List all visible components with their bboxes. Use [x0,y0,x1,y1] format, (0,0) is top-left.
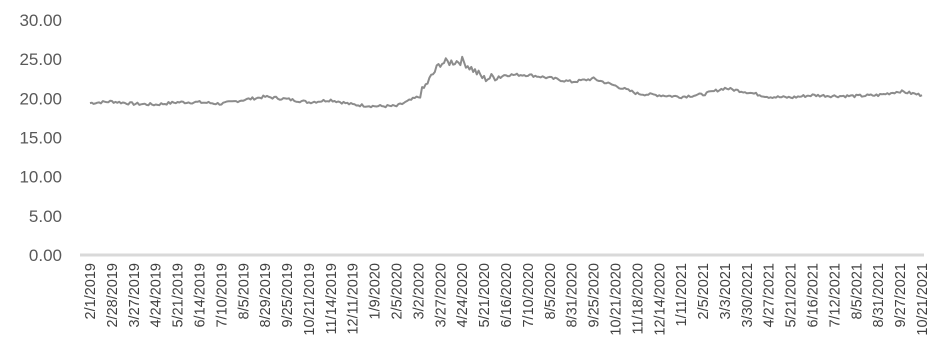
x-tick-label-16: 3/27/2020 [433,263,449,328]
x-tick-label-11: 11/14/2019 [324,263,340,335]
x-tick-label-6: 7/10/2019 [214,263,230,328]
x-tick-label-26: 12/14/2020 [652,263,668,336]
y-tick-label-3: 15.00 [19,129,62,148]
x-tick-label-2: 3/27/2019 [127,263,143,328]
x-axis: 2/1/2019 2/28/2019 3/27/2019 4/24/2019 5/21/… [80,253,931,336]
series-group [89,55,923,109]
x-tick-label-13: 1/9/2020 [368,263,384,319]
series-line [89,55,923,109]
x-tick-label-14: 2/5/2020 [390,263,406,319]
x-tick-label-4: 5/21/2019 [171,263,187,328]
x-tick-label-10: 10/21/2019 [302,263,318,336]
x-tick-label-34: 7/12/2021 [827,263,843,328]
x-tick-label-20: 7/10/2020 [521,263,537,328]
x-tick-label-24: 10/21/2020 [608,263,624,336]
y-tick-label-6: 30.00 [19,11,62,30]
y-tick-label-4: 20.00 [19,89,62,108]
y-axis: 0.00 5.00 10.00 15.00 20.00 25.00 30.00 [19,11,62,265]
x-tick-label-29: 3/3/2021 [718,263,734,319]
x-tick-label-15: 3/2/2020 [411,263,427,319]
y-tick-label-0: 0.00 [29,246,62,265]
x-tick-label-9: 9/25/2019 [280,263,296,328]
x-tick-label-12: 12/11/2019 [346,263,362,335]
y-tick-label-2: 10.00 [19,168,62,187]
x-tick-label-8: 8/29/2019 [258,263,274,328]
x-tick-label-22: 8/31/2020 [565,263,581,328]
x-tick-label-25: 11/18/2020 [630,263,646,335]
x-tick-label-35: 8/5/2021 [849,263,865,319]
x-tick-label-5: 6/14/2019 [192,263,208,328]
x-tick-label-32: 5/21/2021 [784,263,800,328]
x-tick-label-0: 2/1/2019 [83,263,99,319]
x-tick-label-17: 4/24/2020 [455,263,471,328]
y-tick-label-1: 5.00 [29,207,62,226]
x-tick-label-36: 8/31/2021 [871,263,887,328]
x-tick-label-19: 6/16/2020 [499,263,515,328]
x-tick-label-31: 4/27/2021 [762,263,778,328]
x-tick-label-33: 6/16/2021 [806,263,822,328]
x-tick-label-37: 9/27/2021 [893,263,909,328]
y-tick-label-5: 25.00 [19,50,62,69]
x-tick-label-3: 4/24/2019 [149,263,165,328]
x-tick-label-18: 5/21/2020 [477,263,493,328]
x-tick-label-28: 2/5/2021 [696,263,712,319]
x-tick-label-7: 8/5/2019 [236,263,252,319]
x-tick-label-21: 8/5/2020 [543,263,559,319]
x-tick-label-38: 10/21/2021 [915,263,931,336]
x-tick-label-1: 2/28/2019 [105,263,121,328]
x-tick-label-27: 1/11/2021 [674,263,690,326]
x-tick-label-23: 9/25/2020 [587,263,603,328]
x-tick-label-30: 3/30/2021 [740,263,756,328]
